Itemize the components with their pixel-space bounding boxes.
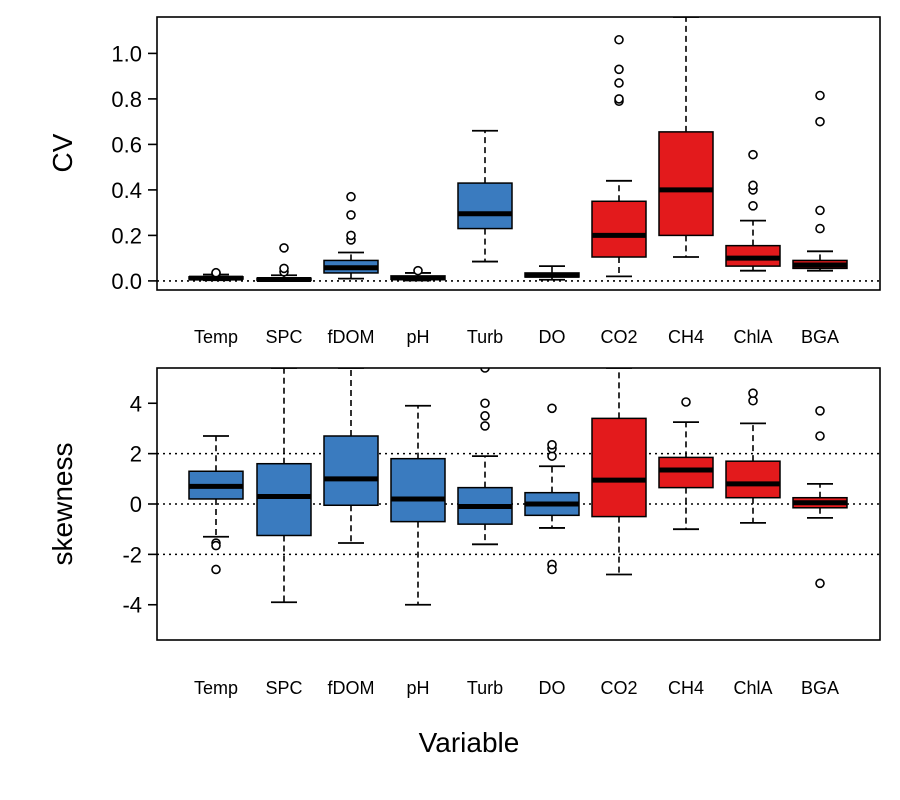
box-do — [524, 403, 580, 575]
iqr-box — [658, 131, 714, 237]
outlier-point — [614, 78, 624, 88]
iqr-box — [256, 462, 312, 537]
outlier-point — [480, 421, 490, 431]
box-spc — [256, 243, 312, 283]
x-tick-label: ChlA — [733, 327, 772, 347]
outlier-point — [547, 403, 557, 414]
iqr-box — [591, 417, 647, 518]
outlier-point — [614, 34, 624, 45]
x-tick-label: fDOM — [328, 678, 375, 698]
x-tick-label: CH4 — [668, 327, 704, 347]
outlier-point — [279, 263, 289, 274]
box-bga — [792, 406, 848, 589]
y-tick-label: -2 — [122, 542, 142, 567]
outlier-point — [211, 564, 221, 575]
outlier-point — [681, 397, 691, 407]
cv-y-axis-title: CV — [47, 133, 78, 172]
y-tick-label: 0.6 — [111, 132, 142, 157]
y-tick-label: 0.8 — [111, 87, 142, 112]
x-tick-label: DO — [539, 327, 566, 347]
outlier-point — [748, 388, 758, 398]
box-ph — [390, 404, 446, 606]
iqr-box — [390, 457, 446, 523]
outlier-point — [480, 368, 490, 373]
outlier-point — [547, 564, 557, 575]
outlier-point — [748, 180, 758, 191]
x-tick-label: DO — [539, 678, 566, 698]
x-tick-label: Turb — [467, 678, 503, 698]
outlier-point — [815, 205, 825, 216]
box-chla — [725, 149, 781, 272]
outlier-point — [346, 191, 356, 202]
outlier-point — [211, 540, 221, 551]
outlier-point — [815, 90, 825, 101]
x-axis-title: Variable — [419, 727, 520, 758]
y-tick-label: -4 — [122, 593, 142, 618]
box-chla — [725, 388, 781, 524]
iqr-box — [725, 460, 781, 499]
x-tick-label: fDOM — [328, 327, 375, 347]
y-tick-label: 2 — [130, 442, 142, 467]
x-tick-label: BGA — [801, 678, 839, 698]
outlier-point — [346, 230, 356, 241]
outlier-point — [346, 210, 356, 220]
outlier-point — [547, 440, 557, 450]
box-temp — [188, 435, 244, 575]
box-spc — [256, 368, 312, 604]
outlier-point — [614, 64, 624, 75]
y-tick-label: 4 — [130, 391, 142, 416]
y-tick-label: 1.0 — [111, 41, 142, 66]
box-fdom — [323, 368, 379, 544]
y-tick-label: 0 — [130, 492, 142, 517]
iqr-box — [658, 456, 714, 489]
outlier-point — [211, 267, 221, 278]
outlier-point — [413, 265, 423, 276]
box-bga — [792, 90, 848, 272]
x-tick-label: SPC — [265, 327, 302, 347]
box-ch4 — [658, 17, 714, 258]
box-turb — [457, 129, 513, 263]
x-tick-label: CO2 — [600, 678, 637, 698]
cv-panel: 0.0 0.2 0.4 0.6 0.8 1.0 Temp SPC fDOM pH Turb DO CO2… — [47, 16, 881, 347]
outlier-point — [279, 243, 289, 253]
box-fdom — [323, 191, 379, 280]
y-tick-label: 0.4 — [111, 178, 142, 203]
skewness-y-axis-title: skewness — [47, 443, 78, 566]
box-turb — [457, 368, 513, 546]
outlier-point — [480, 411, 490, 421]
x-tick-label: CH4 — [668, 678, 704, 698]
cv-plot-frame — [156, 16, 881, 291]
outlier-point — [480, 398, 490, 409]
box-co2 — [591, 368, 647, 576]
y-tick-label: 0.0 — [111, 269, 142, 294]
x-tick-label: BGA — [801, 327, 839, 347]
outlier-point — [815, 431, 825, 441]
box-temp — [188, 267, 244, 282]
outlier-point — [815, 223, 825, 234]
outlier-point — [815, 406, 825, 416]
outlier-point — [748, 149, 758, 160]
iqr-box — [323, 435, 379, 507]
box-do — [524, 265, 580, 281]
x-tick-label: CO2 — [600, 327, 637, 347]
iqr-box — [591, 200, 647, 258]
outlier-point — [815, 116, 825, 127]
skewness-panel: -4 -2 0 2 4 Temp SPC fDOM pH Turb DO CO2 CH4 ChlA BGA s… — [47, 367, 881, 698]
iqr-box — [457, 182, 513, 230]
x-tick-label: Turb — [467, 327, 503, 347]
box-ph — [390, 265, 446, 282]
outlier-point — [748, 201, 758, 211]
x-tick-label: Temp — [194, 678, 238, 698]
box-ch4 — [658, 397, 714, 531]
outlier-point — [614, 94, 624, 104]
x-tick-label: pH — [406, 327, 429, 347]
x-tick-label: SPC — [265, 678, 302, 698]
y-tick-label: 0.2 — [111, 223, 142, 248]
outlier-point — [815, 578, 825, 589]
x-tick-label: pH — [406, 678, 429, 698]
x-tick-label: Temp — [194, 327, 238, 347]
box-co2 — [591, 34, 647, 278]
x-tick-label: ChlA — [733, 678, 772, 698]
